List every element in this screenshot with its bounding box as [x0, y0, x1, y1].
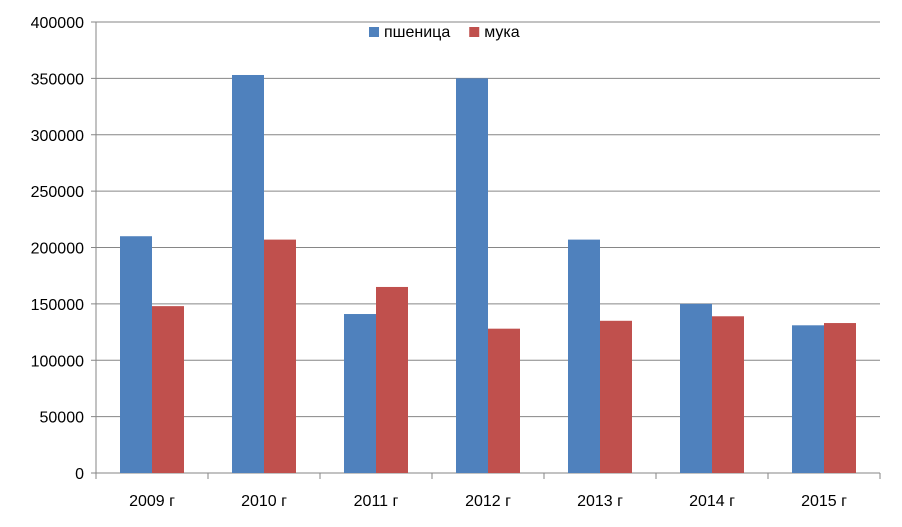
legend: пшеница мука — [369, 24, 520, 41]
y-tick-label: 250000 — [31, 184, 84, 201]
x-tick-label: 2013 г — [577, 493, 623, 510]
y-tick-label: 150000 — [31, 297, 84, 314]
y-tick-label: 0 — [75, 466, 84, 483]
y-axis: 0 50000 100000 150000 200000 250000 300000 3500… — [31, 15, 97, 483]
y-tick-label: 200000 — [31, 241, 84, 258]
bar-series-1 — [568, 239, 600, 473]
bar-series-2 — [824, 323, 856, 473]
bar-series-1 — [680, 303, 712, 473]
y-tick-label: 300000 — [31, 128, 84, 145]
x-tick-label: 2015 г — [801, 493, 847, 510]
bar-series-1 — [120, 236, 152, 473]
x-tick-label: 2010 г — [241, 493, 287, 510]
legend-swatch — [369, 27, 379, 37]
x-tick-label: 2011 г — [354, 493, 399, 510]
bars — [120, 74, 856, 474]
x-tick-label: 2009 г — [129, 493, 175, 510]
bar-series-2 — [712, 316, 744, 473]
bar-series-1 — [232, 74, 264, 474]
y-tick-label: 100000 — [31, 353, 84, 370]
bar-series-2 — [376, 286, 408, 473]
x-tick-label: 2014 г — [689, 493, 735, 510]
bar-series-2 — [488, 328, 520, 473]
y-tick-label: 350000 — [31, 71, 84, 88]
legend-swatch — [469, 27, 480, 37]
legend-label: пшеница — [384, 24, 450, 41]
bar-series-2 — [600, 320, 632, 473]
bar-series-1 — [344, 314, 376, 473]
bar-series-1 — [792, 325, 824, 473]
bar-series-1 — [456, 78, 488, 473]
y-tick-label: 50000 — [40, 410, 85, 427]
legend-label: мука — [484, 24, 520, 41]
x-axis: 2009 г 2010 г 2011 г 2012 г 2013 г 2014 г 2015… — [95, 472, 881, 510]
bar-series-2 — [264, 239, 296, 473]
y-tick-label: 400000 — [31, 15, 84, 32]
bar-series-2 — [152, 306, 184, 473]
x-tick-label: 2012 г — [465, 493, 511, 510]
